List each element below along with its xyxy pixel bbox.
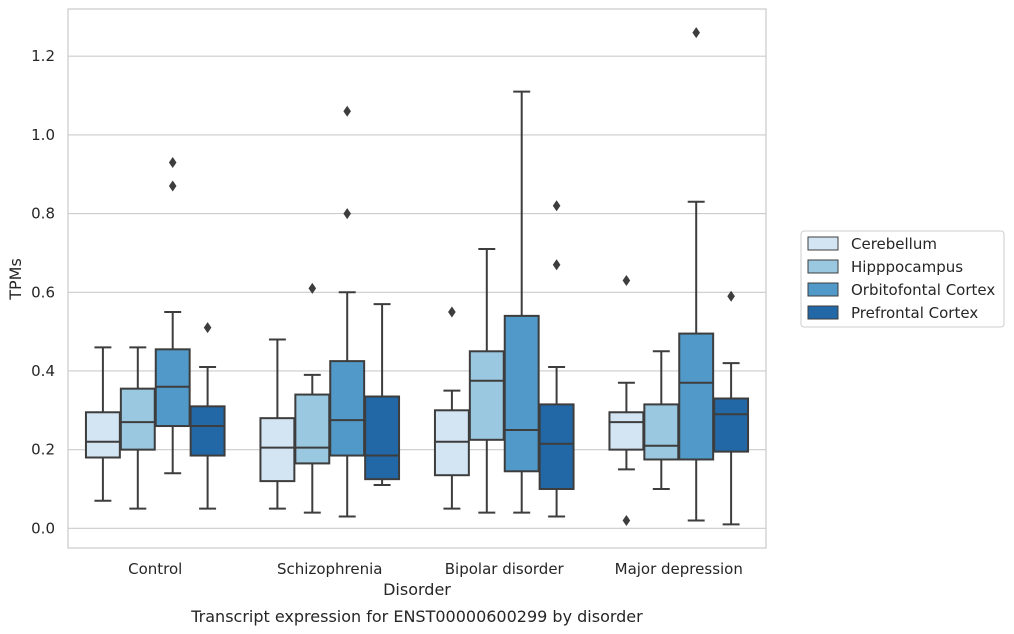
box-body — [538, 403, 575, 490]
x-tick-label: Control — [128, 560, 182, 578]
box-body — [364, 395, 401, 481]
box-hipppocampus — [643, 350, 680, 490]
y-tick-label: 0.8 — [31, 205, 55, 223]
legend: Cerebellum Hipppocampus Orbitofontal Corte… — [800, 230, 1005, 328]
legend-swatch — [807, 259, 839, 274]
legend-swatch — [807, 282, 839, 297]
outlier-point — [308, 282, 317, 294]
box-hipppocampus — [294, 282, 331, 514]
legend-label: Orbitofontal Cortex — [851, 281, 995, 299]
legend-swatch — [807, 305, 839, 320]
box-cerebellum — [433, 306, 470, 510]
y-tick-label: 1.0 — [31, 126, 55, 144]
box-hipppocampus — [119, 346, 156, 510]
legend-frame — [800, 230, 1005, 328]
plot-area-frame — [67, 8, 767, 549]
box-prefrontal-cortex — [189, 322, 226, 510]
box-body — [643, 403, 680, 461]
outlier-point — [727, 290, 735, 302]
y-tick-label: 0.2 — [31, 441, 55, 459]
legend-items: Cerebellum Hipppocampus Orbitofontal Corte… — [807, 235, 995, 322]
y-tick-labels: 0.0 0.2 0.4 0.6 0.8 1.0 1.2 — [31, 47, 55, 537]
y-axis-title: TPMs — [6, 258, 25, 301]
legend-swatch — [807, 236, 839, 251]
x-tick-label: Schizophrenia — [277, 560, 382, 578]
box-body — [678, 332, 715, 461]
box-hipppocampus — [468, 247, 505, 514]
box-cerebellum — [259, 338, 296, 510]
y-tick-label: 0.0 — [31, 519, 55, 537]
box-prefrontal-cortex — [538, 200, 575, 518]
box-body — [329, 360, 366, 457]
box-prefrontal-cortex — [364, 303, 401, 487]
box-body — [503, 314, 540, 473]
box-orbitofontal-cortex — [503, 90, 540, 514]
legend-label: Cerebellum — [851, 235, 937, 253]
outlier-point — [203, 322, 212, 334]
boxes — [84, 27, 750, 526]
box-body — [294, 393, 331, 465]
chart-caption: Transcript expression for ENST0000060029… — [190, 607, 643, 626]
outlier-point — [552, 259, 561, 271]
outlier-point — [168, 180, 177, 192]
outlier-point — [168, 156, 177, 168]
box-orbitofontal-cortex — [678, 27, 715, 522]
box-cerebellum — [608, 274, 645, 526]
y-tick-label: 0.4 — [31, 362, 55, 380]
box-prefrontal-cortex — [713, 290, 750, 526]
box-orbitofontal-cortex — [329, 105, 366, 518]
box-orbitofontal-cortex — [154, 156, 191, 475]
y-tick-label: 1.2 — [31, 47, 55, 65]
box-body — [468, 350, 505, 441]
legend-label: Prefrontal Cortex — [851, 304, 978, 322]
box-body — [259, 417, 296, 483]
x-tick-label: Bipolar disorder — [445, 560, 565, 578]
outlier-point — [343, 208, 351, 220]
box-body — [119, 387, 156, 451]
box-body — [713, 397, 750, 453]
outlier-point — [448, 306, 456, 318]
y-tick-label: 0.6 — [31, 283, 55, 301]
outlier-point — [692, 27, 700, 39]
x-axis-title: Disorder — [383, 580, 451, 599]
legend-label: Hipppocampus — [851, 258, 963, 276]
x-tick-labels: Control Schizophrenia Bipolar disorder Majo… — [128, 560, 743, 578]
box-cerebellum — [84, 346, 121, 502]
box-body — [84, 411, 121, 459]
outlier-point — [622, 514, 631, 526]
outlier-point — [552, 200, 561, 212]
outlier-point — [343, 105, 351, 117]
outlier-point — [622, 274, 631, 286]
box-body — [608, 411, 645, 451]
x-tick-label: Major depression — [615, 560, 743, 578]
box-body — [189, 405, 226, 457]
